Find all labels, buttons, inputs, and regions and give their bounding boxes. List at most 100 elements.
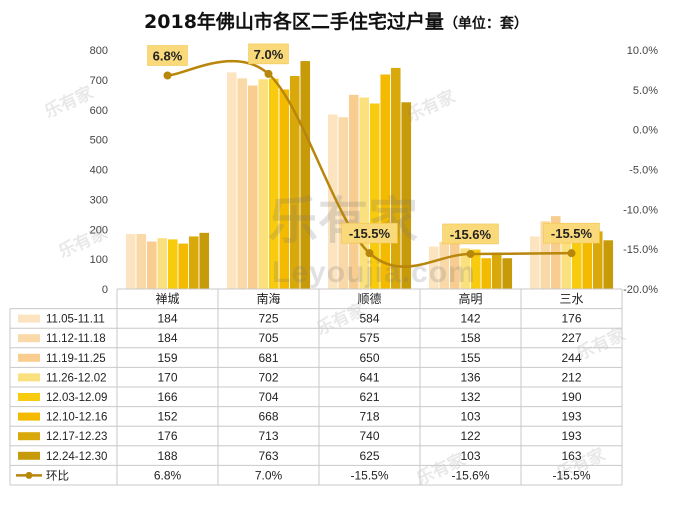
bar [571,232,582,289]
table-cell-value: 184 [157,331,177,345]
table-cell-value: 193 [561,410,581,424]
legend-swatch [18,451,40,460]
table-cell-value: 668 [258,410,278,424]
bar [188,236,199,289]
table-cell-value: 650 [359,351,379,365]
bar [146,241,157,289]
bar [502,258,513,289]
bar [279,89,290,289]
bar [178,243,189,289]
line-label-box [543,222,600,244]
line-data-label: -15.6% [450,227,492,242]
bar [401,102,412,289]
line-label-box [341,222,398,244]
table-cell-value: 244 [561,351,581,365]
line-label-box [248,43,289,65]
legend-label: 11.05-11.11 [46,314,105,326]
chart-title-main: 2018年佛山市各区二手住宅过户量 [144,10,444,33]
bar [561,225,572,289]
line-point [567,249,576,258]
table-cell-value: 170 [157,370,177,384]
table-cell-value: 7.0% [255,468,283,482]
bar [359,97,370,289]
category-label: 南海 [256,291,280,306]
table-cell-value: 158 [460,331,480,345]
y-left-tick-label: 800 [90,45,108,57]
table-cell-value: 188 [157,449,177,463]
table-cell-value: 740 [359,429,379,443]
bar [338,117,349,289]
y-right-tick-label: -20.0% [623,284,658,296]
bar [327,114,338,289]
line-data-label: 7.0% [254,47,284,62]
y-left-tick-label: 400 [90,165,108,177]
legend-swatch [18,432,40,441]
bar [300,61,311,289]
table-cell-value: 152 [157,410,177,424]
table-cell-value: 176 [561,312,581,326]
line-data-label: -15.5% [349,226,391,241]
bar [226,72,237,289]
table-cell-value: 103 [460,410,480,424]
y-left-tick-label: 200 [90,224,108,236]
category-label: 顺德 [357,291,381,306]
bar [369,103,380,289]
y-left-tick-label: 100 [90,254,108,266]
bar [428,246,439,289]
category-label: 禅城 [155,292,179,306]
bar [439,241,450,289]
legend-swatch [18,353,40,362]
table-cell-value: 163 [561,449,581,463]
y-right-tick-label: 0.0% [633,125,658,137]
bar [136,234,147,289]
line-point [466,249,475,258]
bar [348,94,359,289]
legend-label: 12.10-12.16 [46,412,107,424]
legend-line-marker [25,471,33,479]
bar [481,258,492,289]
y-left-tick-label: 500 [90,135,108,147]
bar [247,85,258,289]
line-point [264,69,273,78]
bar [529,236,540,289]
table-cell-value: 702 [258,370,278,384]
table-cell-value: 6.8% [154,468,182,482]
table-cell-value: 584 [359,312,379,326]
table-cell-value: 190 [561,390,581,404]
y-right-tick-label: -15.0% [623,244,658,256]
line-data-label: -15.5% [551,226,593,241]
bar [603,240,614,289]
bar [491,252,502,289]
table-cell-value: 575 [359,331,379,345]
y-left-tick-label: 700 [90,75,108,87]
bar [157,238,168,289]
table-cell-value: 641 [359,370,379,384]
line-label-box [442,223,499,245]
table-cell-value: 621 [359,390,379,404]
table-cell-value: 159 [157,351,177,365]
table-cell-value: 718 [359,410,379,424]
bar [268,78,279,290]
bar [449,242,460,289]
table-cell-value: 166 [157,390,177,404]
table-cell-value: 176 [157,429,177,443]
table-cell-value: 193 [561,429,581,443]
bar [289,75,300,290]
bar [258,79,269,289]
bar [380,74,391,289]
table-cell-value: 142 [460,312,480,326]
legend-swatch [18,393,40,401]
legend-swatch [18,373,40,382]
category-label: 高明 [458,291,482,306]
legend-label: 12.17-12.23 [46,431,107,443]
watermark-url-large: Leyoujia.com [272,256,476,289]
y-left-tick-label: 600 [90,105,108,117]
table-cell-value: 704 [258,390,278,404]
table-cell-value: 132 [460,390,480,404]
table-cell-value: 136 [460,370,480,384]
category-label: 三水 [559,292,583,306]
table-cell-value: 122 [460,429,480,443]
line-label-box [147,45,188,66]
legend-label: 12.03-12.09 [46,392,107,404]
